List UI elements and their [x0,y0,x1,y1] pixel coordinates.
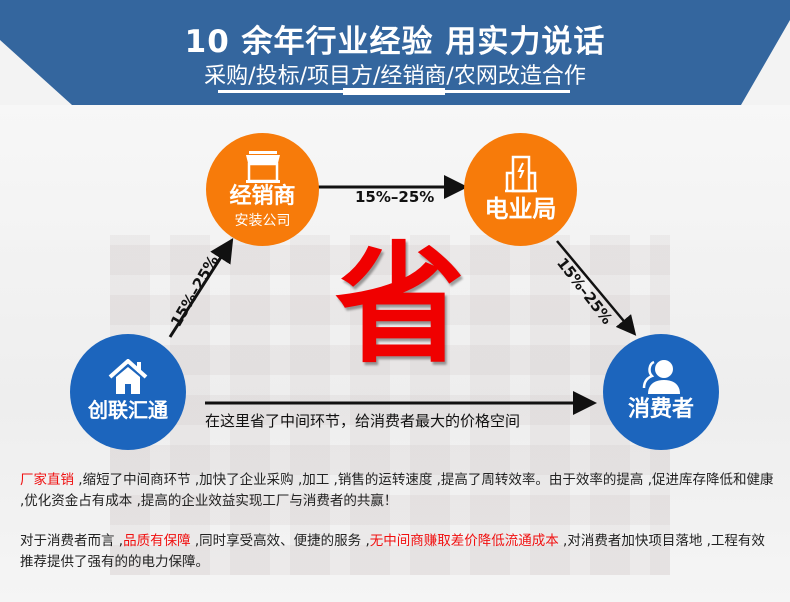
page-title: 10 余年行业经验 用实力说话 [184,24,606,60]
highlight-quality: 品质有保障 [123,533,191,549]
node-consumer: 消费者 [603,334,719,450]
paragraph2-part3: ,对消费者加快项目落地 ,工程有效推荐提供了强有的的电力保障。 [20,533,765,570]
consumer-label: 消费者 [627,397,694,422]
paragraph2-part2: ,同时享受高效、便捷的服务 , [190,533,370,549]
node-dealer: 经销商 安装公司 [206,133,319,246]
page-subtitle: 采购/投标/项目方/经销商/农网改造合作 [204,64,586,89]
divider-accent [343,88,445,95]
highlight-no-middleman: 无中间商赚取差价降低流通成本 [369,533,559,549]
dealer-label: 经销商 [229,183,296,209]
paragraph-consumer: 对于消费者而言 ,品质有保障 ,同时享受高效、便捷的服务 ,无中间商赚取差价降低… [20,531,775,573]
paragraph-direct-sales: 厂家直销 ,缩短了中间商环节 ,加快了企业采购 ,加工 ,销售的运转速度 ,提高… [20,470,775,512]
storefront-icon [245,150,280,183]
house-icon [108,359,148,394]
arrow-left [168,237,234,338]
paragraph2-part1: 对于消费者而言 , [20,533,124,549]
dealer-sublabel: 安装公司 [234,212,291,229]
header-banner: 10 余年行业经验 用实力说话 采购/投标/项目方/经销商/农网改造合作 [0,0,790,105]
paragraph1-text: ,缩短了中间商环节 ,加快了企业采购 ,加工 ,销售的运转速度 ,提高了周转效率… [20,472,774,509]
node-power-bureau: 电业局 [464,133,577,246]
node-company: 创联汇通 [70,334,186,450]
user-icon [642,360,680,394]
power-building-icon [504,155,537,192]
arrow-right [556,240,637,336]
label-top-percent: 15%–25% [355,188,435,206]
save-character: 省 [334,229,465,381]
power-bureau-label: 电业局 [484,194,557,223]
highlight-direct-sales: 厂家直销 [20,472,74,488]
bottom-arrow-caption: 在这里省了中间环节，给消费者最大的价格空间 [205,412,521,430]
company-label: 创联汇通 [88,398,168,422]
